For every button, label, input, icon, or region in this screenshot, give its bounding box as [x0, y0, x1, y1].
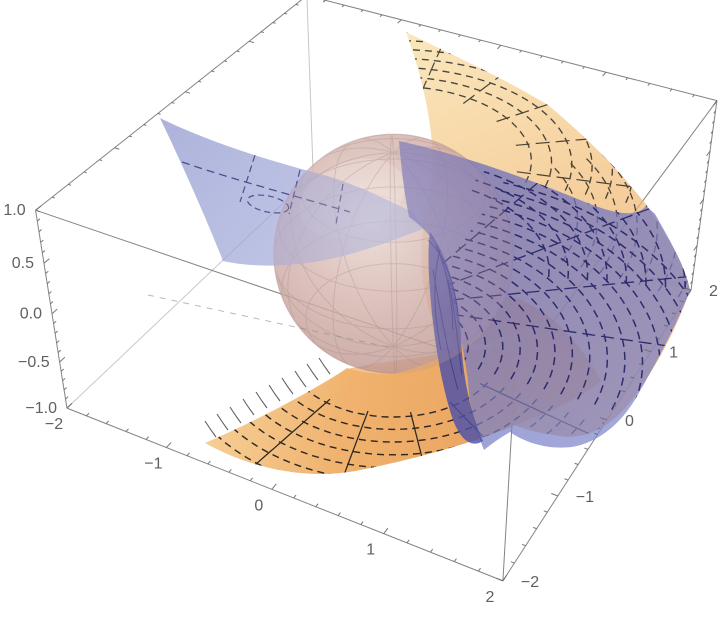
- x-tick-label: −2: [45, 416, 63, 433]
- y-tick-label: 2: [709, 283, 718, 300]
- z-tick-label: 0.5: [12, 255, 34, 272]
- cut-wall-dashed-line: [147, 294, 393, 349]
- z-tick-label: 1.0: [3, 202, 25, 219]
- clip-wall-mesh: [204, 357, 331, 438]
- y-tick-label: −2: [521, 574, 539, 591]
- y-tick-label: 1: [669, 345, 678, 362]
- axis-ticks: [35, 0, 718, 582]
- x-tick-label: 1: [366, 542, 375, 559]
- y-tick-label: 0: [625, 413, 634, 430]
- x-tick-label: 2: [485, 589, 494, 606]
- z-tick-label: −0.5: [18, 354, 50, 371]
- z-tick-label: 0.0: [20, 306, 42, 323]
- x-tick-label: −1: [144, 456, 162, 473]
- y-tick-label: −1: [576, 489, 594, 506]
- z-tick-label: −1.0: [25, 400, 57, 417]
- x-tick-label: 0: [254, 497, 263, 514]
- sphere-front-veil: [273, 134, 513, 374]
- axis-labels: −2 −1 0 1 2 −2 −1 0 1 2 −1.0 −0.5 0.0 0.5 1.0: [3, 202, 718, 606]
